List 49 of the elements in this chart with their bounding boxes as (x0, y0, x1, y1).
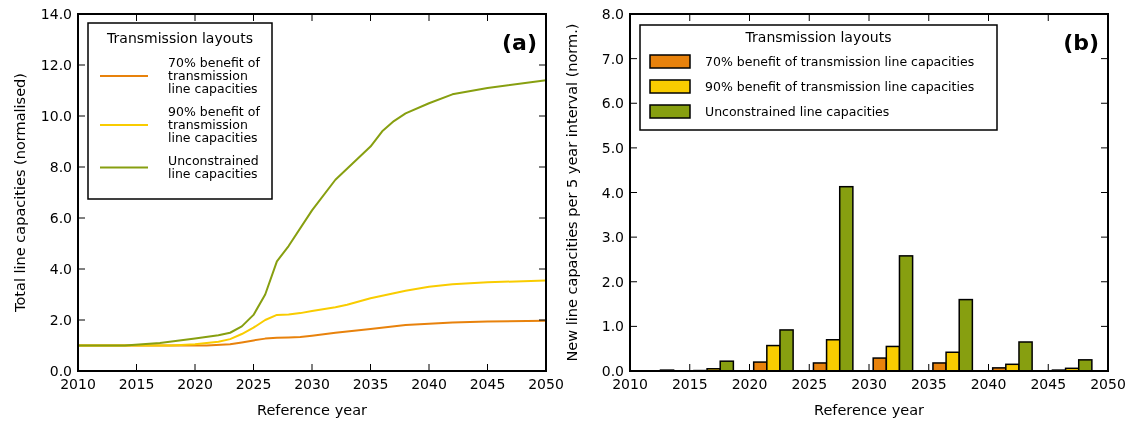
x-tick-label: 2050 (1090, 376, 1126, 392)
x-tick-label: 2020 (177, 376, 213, 392)
legend-title: Transmission layouts (744, 29, 892, 45)
x-tick-label: 2035 (352, 376, 389, 392)
y-tick-label: 4.0 (49, 261, 72, 277)
x-tick-label: 2020 (731, 376, 768, 392)
x-tick-label: 2025 (235, 376, 272, 392)
y-tick-label: 0.0 (601, 363, 624, 379)
x-axis-title: Reference year (257, 402, 368, 418)
y-tick-label: 4.0 (601, 184, 624, 201)
y-tick-label: 3.0 (601, 229, 624, 246)
y-tick-label: 12.0 (40, 57, 72, 73)
legend-label: Unconstrained line capacities (705, 104, 890, 119)
y-tick-label: 1.0 (601, 318, 624, 335)
legend-label: 70% benefit of transmission line capacities (705, 54, 975, 69)
y-tick-label: 2.0 (49, 312, 72, 328)
x-tick-label: 2040 (411, 376, 447, 392)
x-tick-label: 2045 (1030, 376, 1067, 392)
x-tick-label: 2015 (671, 376, 708, 392)
y-tick-label: 6.0 (49, 210, 72, 226)
y-tick-label: 7.0 (601, 50, 624, 67)
x-tick-label: 2025 (791, 376, 828, 392)
legend-title: Transmission layouts (106, 30, 253, 46)
x-axis-title: Reference year (814, 402, 925, 418)
annotation: (a) (502, 30, 537, 55)
y-tick-label: 14.0 (40, 6, 72, 22)
y-tick-label: 8.0 (49, 159, 72, 175)
x-tick-label: 2030 (294, 376, 330, 392)
y-tick-label: 8.0 (601, 6, 624, 22)
legend-label: Unconstrained line capacities (168, 153, 259, 181)
x-tick-label: 2050 (528, 376, 564, 392)
x-tick-label: 2035 (910, 376, 947, 392)
y-tick-label: 6.0 (601, 95, 624, 112)
legend-label: 90% benefit of transmission line capacities (705, 79, 975, 94)
y-axis-title: New line capacities per 5 year interval (norm.) (564, 23, 580, 362)
y-tick-label: 0.0 (49, 363, 72, 379)
y-tick-label: 5.0 (601, 139, 624, 156)
x-tick-label: 2010 (60, 376, 96, 392)
x-tick-label: 2010 (612, 376, 648, 392)
y-axis-title: Total line capacities (normalised) (12, 73, 28, 313)
x-tick-label: 2040 (970, 376, 1007, 392)
y-tick-label: 2.0 (601, 273, 624, 290)
legend-label: 70% benefit of transmission line capacities (168, 55, 261, 96)
y-tick-label: 10.0 (40, 108, 72, 124)
x-tick-label: 2030 (851, 376, 887, 392)
annotation: (b) (1063, 30, 1099, 55)
x-tick-label: 2015 (118, 376, 155, 392)
x-tick-label: 2045 (469, 376, 506, 392)
legend-label: 90% benefit of transmission line capacities (168, 104, 261, 145)
